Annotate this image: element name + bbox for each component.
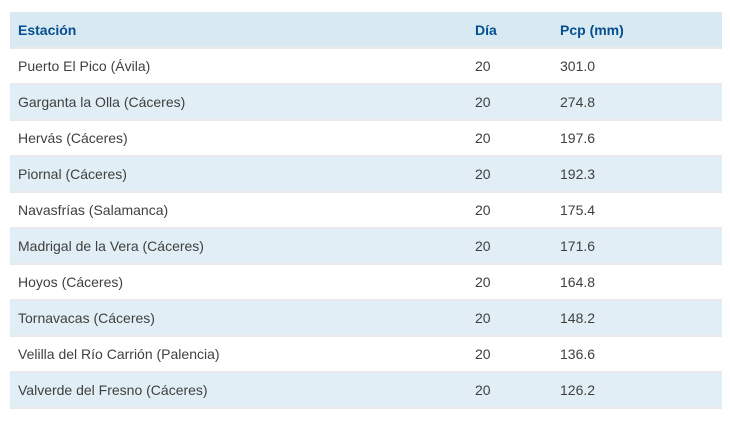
- cell-pcp: 136.6: [552, 336, 722, 373]
- table-row: Tornavacas (Cáceres) 20 148.2: [10, 300, 722, 337]
- cell-estacion: Piornal (Cáceres): [10, 156, 467, 193]
- table-header: Estación Día Pcp (mm): [10, 12, 722, 49]
- cell-estacion: Hervás (Cáceres): [10, 120, 467, 157]
- column-header-estacion: Estación: [10, 12, 467, 49]
- precipitation-table: Estación Día Pcp (mm) Puerto El Pico (Áv…: [10, 12, 722, 409]
- cell-pcp: 274.8: [552, 84, 722, 121]
- column-header-pcp: Pcp (mm): [552, 12, 722, 49]
- cell-pcp: 197.6: [552, 120, 722, 157]
- table-row: Valverde del Fresno (Cáceres) 20 126.2: [10, 372, 722, 409]
- table-body: Puerto El Pico (Ávila) 20 301.0 Garganta la…: [10, 48, 722, 409]
- cell-estacion: Navasfrías (Salamanca): [10, 192, 467, 229]
- table-row: Hervás (Cáceres) 20 197.6: [10, 120, 722, 157]
- column-header-dia: Día: [467, 12, 552, 49]
- cell-pcp: 148.2: [552, 300, 722, 337]
- cell-dia: 20: [467, 372, 552, 409]
- cell-pcp: 171.6: [552, 228, 722, 265]
- table-row: Garganta la Olla (Cáceres) 20 274.8: [10, 84, 722, 121]
- table-row: Navasfrías (Salamanca) 20 175.4: [10, 192, 722, 229]
- cell-dia: 20: [467, 48, 552, 85]
- cell-dia: 20: [467, 192, 552, 229]
- cell-dia: 20: [467, 228, 552, 265]
- cell-dia: 20: [467, 156, 552, 193]
- cell-estacion: Puerto El Pico (Ávila): [10, 48, 467, 85]
- cell-estacion: Valverde del Fresno (Cáceres): [10, 372, 467, 409]
- cell-pcp: 301.0: [552, 48, 722, 85]
- cell-estacion: Madrigal de la Vera (Cáceres): [10, 228, 467, 265]
- cell-estacion: Tornavacas (Cáceres): [10, 300, 467, 337]
- cell-dia: 20: [467, 300, 552, 337]
- table-row: Piornal (Cáceres) 20 192.3: [10, 156, 722, 193]
- cell-dia: 20: [467, 264, 552, 301]
- cell-pcp: 164.8: [552, 264, 722, 301]
- cell-pcp: 175.4: [552, 192, 722, 229]
- table-row: Madrigal de la Vera (Cáceres) 20 171.6: [10, 228, 722, 265]
- precipitation-table-container: Estación Día Pcp (mm) Puerto El Pico (Áv…: [10, 12, 722, 409]
- table-row: Puerto El Pico (Ávila) 20 301.0: [10, 48, 722, 85]
- cell-dia: 20: [467, 336, 552, 373]
- cell-estacion: Hoyos (Cáceres): [10, 264, 467, 301]
- cell-pcp: 192.3: [552, 156, 722, 193]
- table-row: Hoyos (Cáceres) 20 164.8: [10, 264, 722, 301]
- cell-estacion: Garganta la Olla (Cáceres): [10, 84, 467, 121]
- table-row: Velilla del Río Carrión (Palencia) 20 136.…: [10, 336, 722, 373]
- cell-estacion: Velilla del Río Carrión (Palencia): [10, 336, 467, 373]
- cell-pcp: 126.2: [552, 372, 722, 409]
- cell-dia: 20: [467, 84, 552, 121]
- header-row: Estación Día Pcp (mm): [10, 12, 722, 49]
- cell-dia: 20: [467, 120, 552, 157]
